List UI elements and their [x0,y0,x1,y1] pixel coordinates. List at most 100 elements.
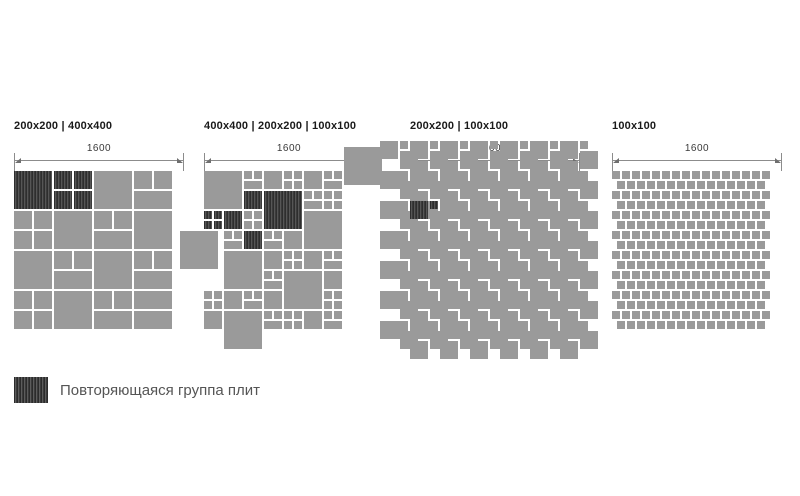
paving-tile [667,221,675,229]
tiling-field [180,147,382,349]
paving-tile [662,191,670,199]
paving-tile [470,341,488,359]
paving-tile [530,341,548,359]
paving-tile [647,181,655,189]
paving-tile [380,321,398,339]
paving-tile [742,311,750,319]
paving-tile [652,291,660,299]
paving-tile-small [580,201,588,209]
paving-tile [637,261,645,269]
paving-tile [254,171,262,179]
paving-tile [712,311,720,319]
paving-tile-small [520,171,528,179]
paving-tile [707,301,715,309]
paving-tile [702,271,710,279]
paving-tile [712,291,720,299]
paving-tile-small [520,231,528,239]
paving-tile [94,231,132,249]
paving-tile [34,231,52,249]
dimension-extension-left [612,153,613,171]
paving-tile [264,311,272,319]
paving-tile [622,291,630,299]
paving-tile [440,201,458,219]
paving-tile [647,281,655,289]
paving-tile-small [580,321,588,329]
paving-tile [682,251,690,259]
paving-tile [134,251,152,269]
paving-tile [737,301,745,309]
paving-tile [667,181,675,189]
paving-tile [324,311,332,319]
paving-tile [580,271,598,289]
paving-tile [284,171,292,179]
paving-tile [732,251,740,259]
dimension-bar [612,160,782,161]
paving-tile-small [550,141,558,149]
panel-title: 200x200 | 400x400 [14,120,113,132]
paving-tile [752,171,760,179]
paving-tile [732,191,740,199]
paving-tile [244,211,252,219]
paving-tile [752,311,760,319]
paving-tile [627,281,635,289]
paving-tile [667,201,675,209]
paving-tile-small [430,171,438,179]
paving-tile [727,261,735,269]
paving-tile [74,171,92,189]
dimension-extension-left [14,153,15,171]
paving-tile [440,141,458,159]
paving-tile-small [520,261,528,269]
paving-tile [224,291,242,309]
paving-tile [637,221,645,229]
paving-tile [637,201,645,209]
paving-tile [334,171,342,179]
paving-tile [707,221,715,229]
paving-tile [712,231,720,239]
dimension-bar [204,160,374,161]
paving-tile [114,291,132,309]
paving-tile [580,181,598,199]
paving-tile [662,291,670,299]
paving-tile [712,171,720,179]
paving-tile [657,261,665,269]
paving-tile-small [490,261,498,269]
paving-tile [677,241,685,249]
paving-tile [622,231,630,239]
paving-tile [662,251,670,259]
paving-tile [470,291,488,309]
paving-tile [667,301,675,309]
paving-tile [134,211,172,249]
paving-tile [682,231,690,239]
paving-tile [667,281,675,289]
paving-tile [617,221,625,229]
paving-tile [757,301,765,309]
paving-tile [747,261,755,269]
paving-tile [440,231,458,249]
paving-tile [14,211,32,229]
paving-tile-small [580,291,588,299]
paving-tile [712,211,720,219]
paving-tile-small [400,321,408,329]
paving-tile [244,231,262,249]
paving-tile [687,181,695,189]
paving-tile [742,251,750,259]
paving-tile [747,281,755,289]
paving-tile [324,271,342,289]
paving-tile [154,171,172,189]
paving-tile [622,171,630,179]
paving-tile [14,291,32,309]
paving-tile [627,301,635,309]
paving-tile [224,241,242,249]
paving-tile-small [430,201,438,209]
paving-tile [612,171,620,179]
paving-tile [627,261,635,269]
paving-tile [440,321,458,339]
paving-tile [692,271,700,279]
paving-tile [732,291,740,299]
paving-tile [637,301,645,309]
paving-tile [470,141,488,159]
paving-tile [284,311,292,319]
paving-tile [234,231,242,239]
paving-tile [74,191,92,209]
paving-tile [677,261,685,269]
